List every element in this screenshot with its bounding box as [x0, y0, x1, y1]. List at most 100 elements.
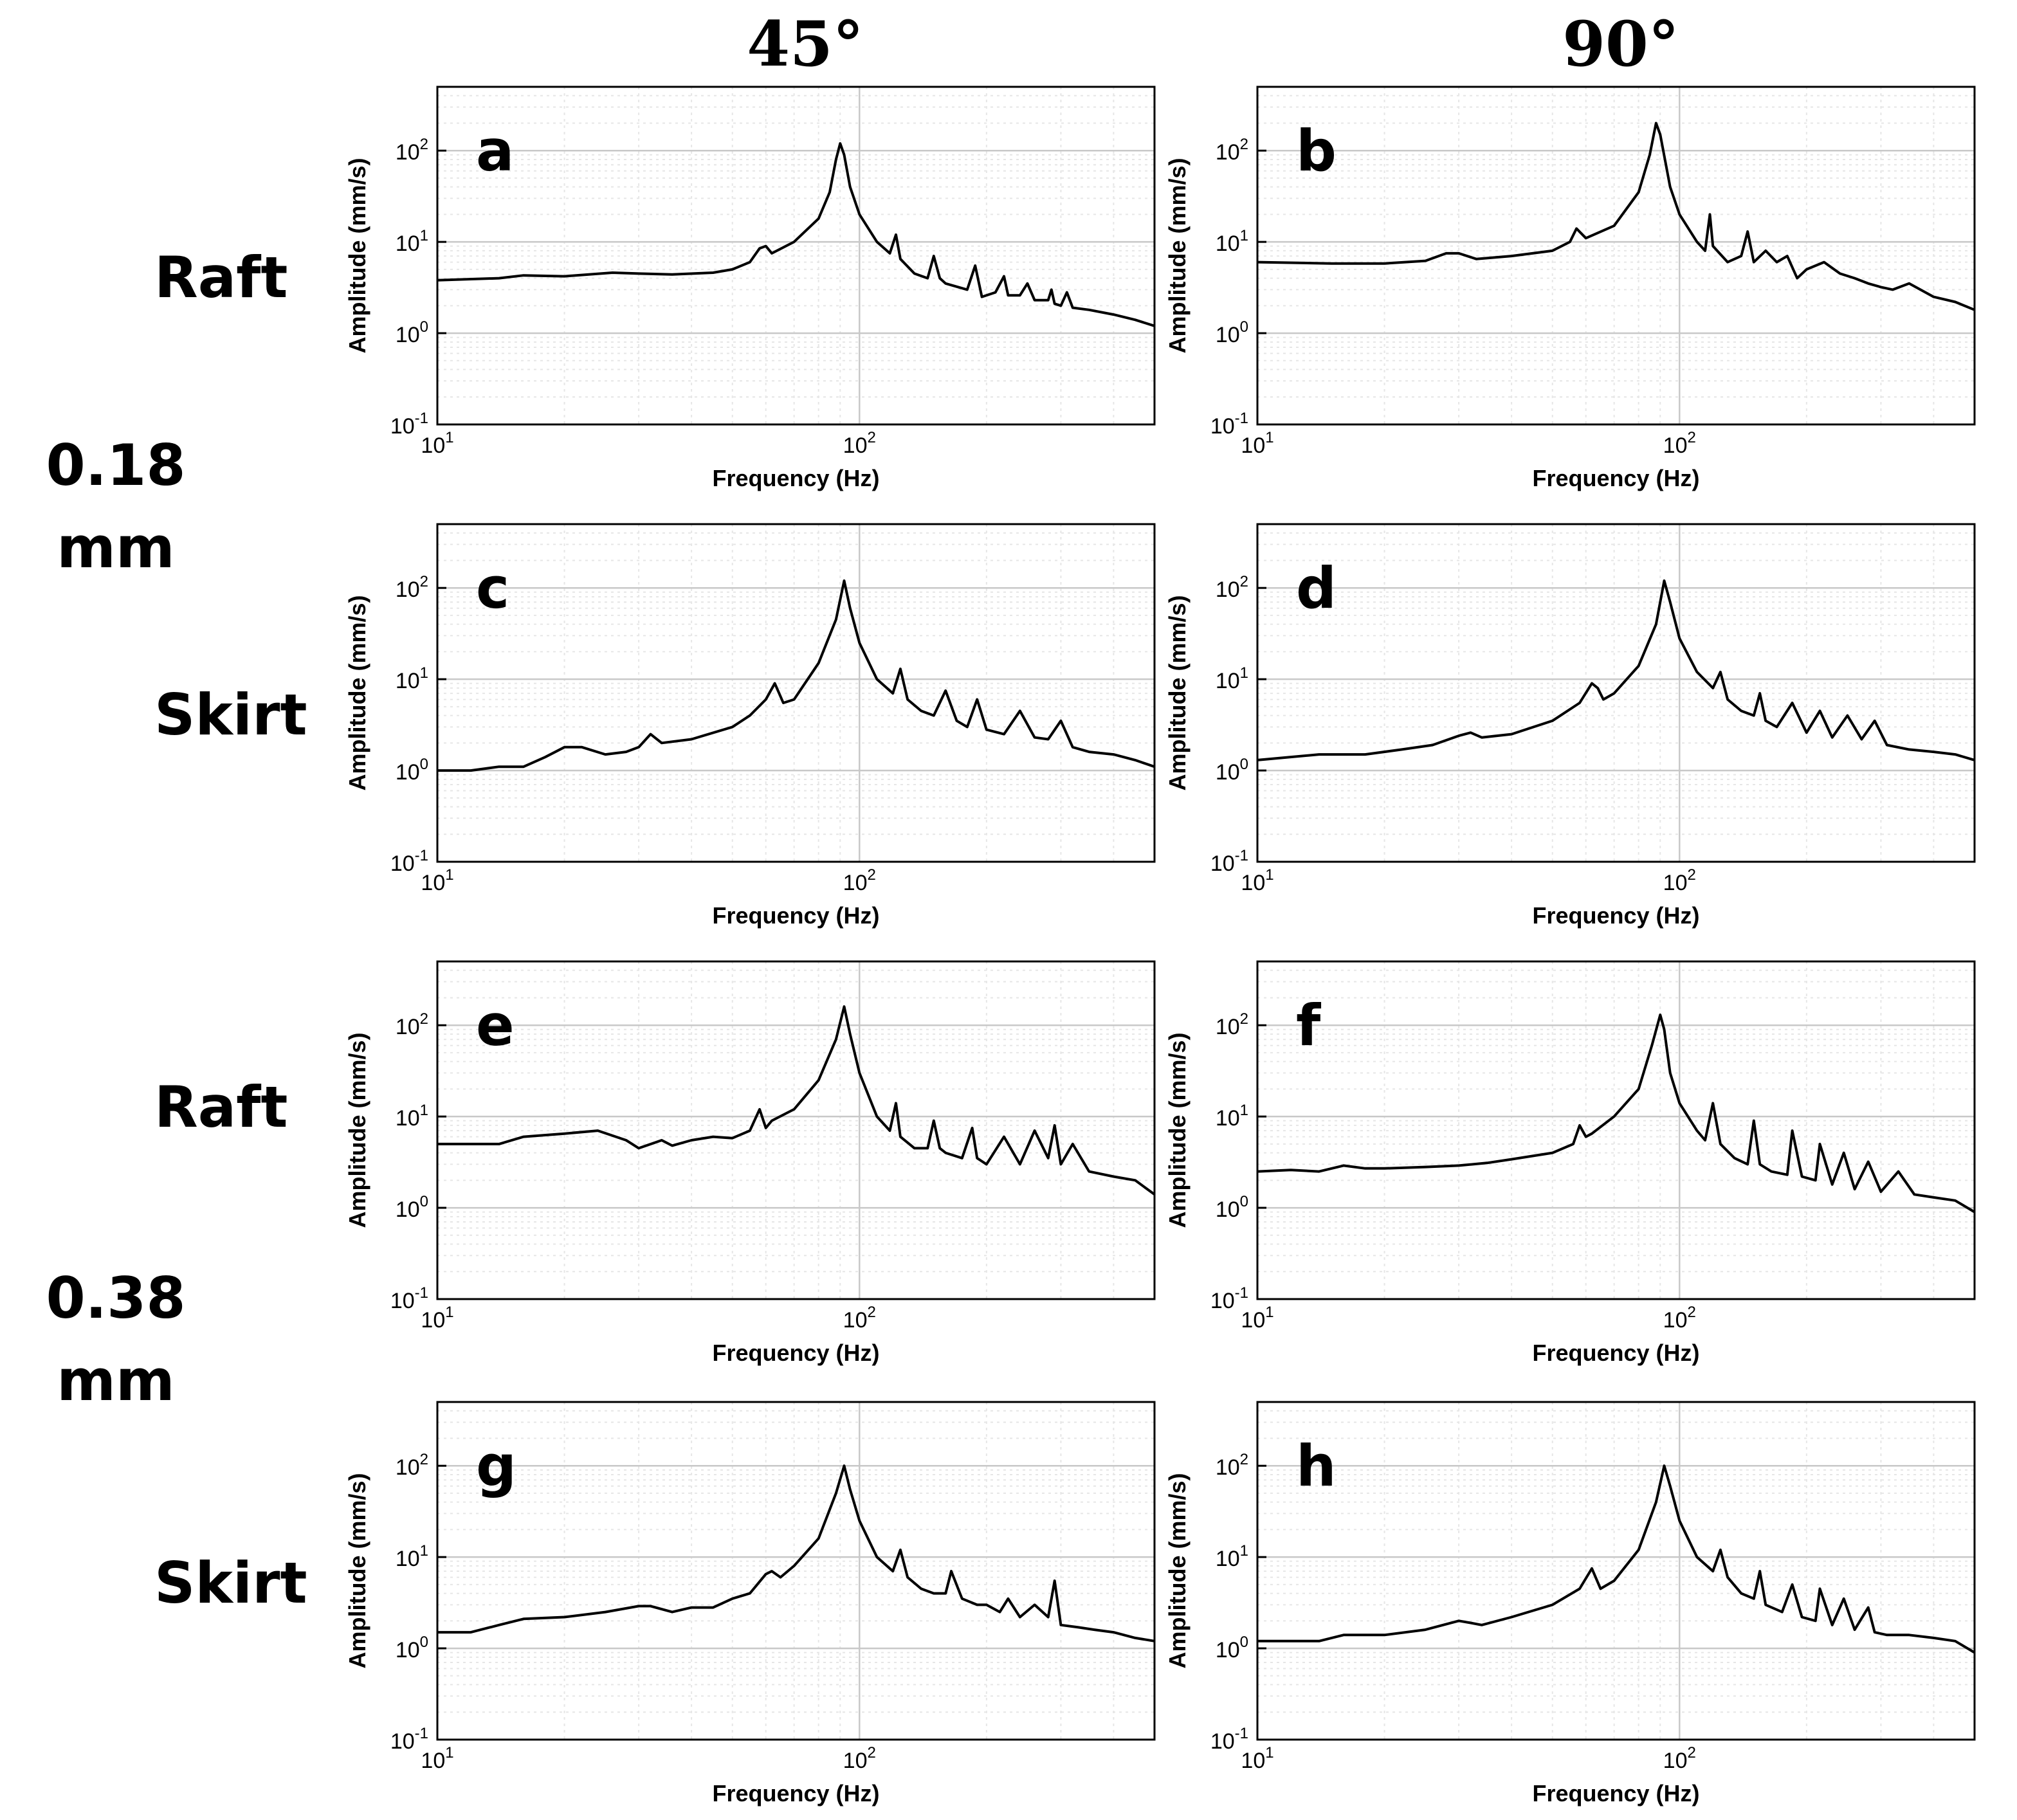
x-tick-label: 102	[843, 866, 876, 895]
x-tick-label: 101	[421, 866, 453, 895]
row-label-skirt-1: Skirt	[154, 682, 307, 748]
y-tick-label: 101	[1216, 1102, 1248, 1131]
y-tick-label: 10-1	[390, 1284, 428, 1313]
y-tick-label: 102	[1216, 573, 1248, 602]
series-line-e	[437, 1005, 1156, 1196]
y-axis-label: Amplitude (mm/s)	[344, 1473, 370, 1668]
y-tick-label: 102	[396, 136, 428, 165]
group-label-038-value: 0.38	[46, 1265, 186, 1331]
chart-panel-h: 10-1 100 101 102 101 102 Frequency (Hz) Amplitu…	[1164, 1401, 1976, 1806]
y-tick-label: 10-1	[390, 410, 428, 439]
x-tick-label: 102	[1663, 1304, 1696, 1333]
y-tick-label: 100	[1216, 318, 1248, 347]
x-axis-label: Frequency (Hz)	[712, 1780, 879, 1806]
x-tick-label: 102	[1663, 866, 1696, 895]
x-tick-label: 101	[421, 429, 453, 458]
plot-frame	[436, 960, 1156, 1300]
series-line-f	[1257, 1014, 1976, 1214]
plot-frame	[436, 1401, 1156, 1741]
y-axis-label: Amplitude (mm/s)	[1164, 158, 1191, 353]
chart-panel-e: 10-1 100 101 102 101 102 Frequency (Hz) Amplitu…	[344, 960, 1156, 1366]
group-label-018-unit: mm	[57, 514, 175, 581]
x-tick-label: 101	[421, 1744, 453, 1773]
y-tick-label: 100	[396, 1633, 428, 1662]
y-tick-label: 101	[396, 664, 428, 693]
y-tick-label: 102	[396, 1010, 428, 1039]
y-axis-label: Amplitude (mm/s)	[344, 595, 370, 790]
x-tick-label: 102	[843, 429, 876, 458]
y-tick-label: 100	[396, 756, 428, 785]
y-tick-label: 100	[1216, 1633, 1248, 1662]
y-tick-label: 100	[1216, 756, 1248, 785]
row-label-skirt-2: Skirt	[154, 1550, 307, 1616]
panel-letter: g	[476, 1433, 516, 1499]
plot-frame	[1256, 523, 1976, 863]
row-label-raft-2: Raft	[154, 1074, 288, 1140]
y-tick-label: 100	[1216, 1193, 1248, 1222]
x-tick-label: 101	[1241, 1304, 1273, 1333]
y-tick-label: 101	[1216, 227, 1248, 256]
plot-frame	[1256, 960, 1976, 1300]
x-axis-label: Frequency (Hz)	[1532, 1780, 1699, 1806]
x-axis-label: Frequency (Hz)	[1532, 465, 1699, 491]
x-tick-label: 101	[421, 1304, 453, 1333]
x-axis-label: Frequency (Hz)	[1532, 902, 1699, 929]
group-label-038: 0.38 mm	[19, 1257, 212, 1422]
x-axis-label: Frequency (Hz)	[712, 1340, 879, 1366]
plot-frame	[436, 86, 1156, 426]
x-tick-label: 102	[843, 1304, 876, 1333]
group-label-018: 0.18 mm	[19, 424, 212, 589]
x-tick-label: 102	[1663, 1744, 1696, 1773]
y-tick-label: 10-1	[1210, 410, 1248, 439]
x-axis-label: Frequency (Hz)	[1532, 1340, 1699, 1366]
panel-letter: b	[1296, 118, 1337, 184]
chart-panel-f: 10-1 100 101 102 101 102 Frequency (Hz) Amplitu…	[1164, 960, 1976, 1366]
y-tick-label: 102	[1216, 1010, 1248, 1039]
series-line-c	[437, 579, 1155, 772]
panel-letter: a	[476, 118, 514, 184]
y-tick-label: 101	[396, 1542, 428, 1571]
group-label-038-unit: mm	[57, 1347, 175, 1414]
x-axis-label: Frequency (Hz)	[712, 465, 879, 491]
chart-panel-d: 10-1 100 101 102 101 102 Frequency (Hz) Amplitu…	[1164, 523, 1976, 929]
y-tick-label: 102	[1216, 136, 1248, 165]
group-label-018-value: 0.18	[46, 432, 186, 498]
chart-panel-c: 10-1 100 101 102 101 102 Frequency (Hz) Amplitu…	[344, 523, 1156, 929]
y-tick-label: 102	[396, 1451, 428, 1480]
y-tick-label: 10-1	[390, 1725, 428, 1754]
chart-panel-b: 10-1 100 101 102 101 102 Frequency (Hz) Amplitu…	[1164, 86, 1976, 491]
y-tick-label: 101	[396, 227, 428, 256]
y-axis-label: Amplitude (mm/s)	[344, 1032, 370, 1228]
y-tick-label: 10-1	[390, 847, 428, 876]
y-axis-label: Amplitude (mm/s)	[1164, 595, 1191, 790]
panel-letter: f	[1296, 992, 1322, 1059]
x-tick-label: 101	[1241, 429, 1273, 458]
column-heading-90: 90°	[1562, 8, 1679, 80]
series-line-a	[437, 142, 1155, 327]
column-heading-45: 45°	[747, 8, 864, 80]
series-line-b	[1257, 122, 1975, 311]
y-tick-label: 101	[396, 1102, 428, 1131]
y-tick-label: 102	[1216, 1451, 1248, 1480]
plot-frame	[436, 523, 1156, 863]
y-tick-label: 10-1	[1210, 1284, 1248, 1313]
y-tick-label: 102	[396, 573, 428, 602]
x-tick-label: 102	[843, 1744, 876, 1773]
y-tick-label: 100	[396, 1193, 428, 1222]
y-tick-label: 100	[396, 318, 428, 347]
panel-letter: h	[1296, 1433, 1337, 1499]
y-axis-label: Amplitude (mm/s)	[344, 158, 370, 353]
y-tick-label: 10-1	[1210, 1725, 1248, 1754]
series-line-h	[1257, 1464, 1976, 1654]
chart-panel-a: 10-1 100 101 102 101 102 Frequency (Hz) Amplitu…	[344, 86, 1156, 491]
plot-frame	[1256, 1401, 1976, 1741]
chart-panel-g: 10-1 100 101 102 101 102 Frequency (Hz) Amplitu…	[344, 1401, 1156, 1806]
y-tick-label: 101	[1216, 1542, 1248, 1571]
x-tick-label: 102	[1663, 429, 1696, 458]
plot-frame	[1256, 86, 1976, 426]
y-tick-label: 10-1	[1210, 847, 1248, 876]
x-axis-label: Frequency (Hz)	[712, 902, 879, 929]
x-tick-label: 101	[1241, 866, 1273, 895]
y-axis-label: Amplitude (mm/s)	[1164, 1473, 1191, 1668]
